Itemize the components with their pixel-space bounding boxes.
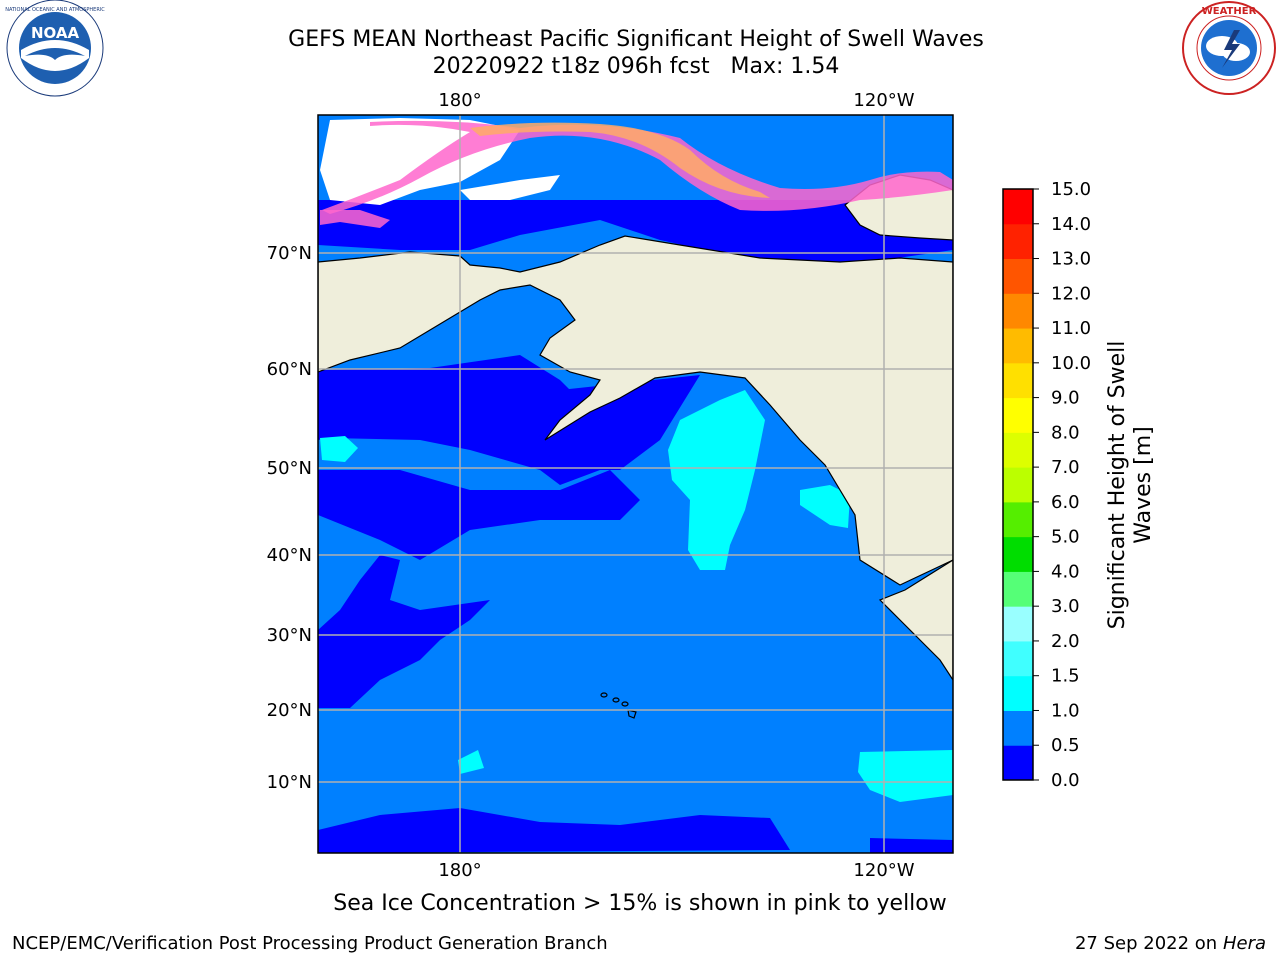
sea-ice-edge-pink-2 <box>320 210 390 228</box>
land-baja <box>878 559 953 682</box>
lon-label-bottom-120w: 120°W <box>853 860 914 881</box>
chart-subtitle: 20220922 t18z 096h fcst Max: 1.54 <box>432 54 840 79</box>
sea-ice-edge-orange <box>470 122 770 198</box>
colorbar-segment <box>1003 467 1033 503</box>
colorbar-segment <box>1003 571 1033 607</box>
lon-label-top-120w: 120°W <box>853 90 914 111</box>
colorbar <box>1003 189 1033 781</box>
chart-title: GEFS MEAN Northeast Pacific Significant … <box>288 27 984 52</box>
colorbar-tick-label: 0.5 <box>1051 735 1080 756</box>
colorbar-segment <box>1003 640 1033 677</box>
colorbar-segment <box>1003 606 1033 642</box>
machine-name: Hera <box>1222 933 1266 954</box>
colorbar-segment <box>1003 189 1033 225</box>
ocean-high-tropics <box>858 750 953 802</box>
lat-label-30n: 30°N <box>267 625 312 646</box>
ocean-low-bering <box>318 355 600 485</box>
colorbar-tick-label: 14.0 <box>1051 214 1091 235</box>
ocean-low-se <box>870 838 953 853</box>
colorbar-segment <box>1003 745 1033 781</box>
colorbar-title-line1: Significant Height of Swell <box>1105 341 1130 630</box>
svg-text:NOAA: NOAA <box>31 24 80 42</box>
lon-label-bottom-180: 180° <box>438 860 481 881</box>
colorbar-tick-label: 9.0 <box>1051 388 1080 409</box>
colorbar-segment <box>1003 675 1033 711</box>
ocean-low-mid-basin <box>318 470 640 560</box>
map-frame <box>317 114 954 854</box>
colorbar-segment <box>1003 328 1033 364</box>
colorbar-tick-label: 8.0 <box>1051 422 1080 443</box>
colorbar-tick-label: 6.0 <box>1051 492 1080 513</box>
lon-label-top-180: 180° <box>438 90 481 111</box>
credit-line: NCEP/EMC/Verification Post Processing Pr… <box>12 933 608 954</box>
ocean-high-gulf-alaska <box>668 390 765 570</box>
colorbar-segment <box>1003 501 1033 538</box>
colorbar-segment <box>1003 397 1033 433</box>
ocean-high-small <box>458 750 484 774</box>
colorbar-tick-label: 11.0 <box>1051 318 1091 339</box>
svg-text:WEATHER: WEATHER <box>1202 6 1257 17</box>
colorbar-tick-label: 12.0 <box>1051 283 1091 304</box>
colorbar-tick-label: 3.0 <box>1051 596 1080 617</box>
colorbar-ticks: 0.0 0.5 1.0 1.5 2.0 3.0 4.0 5.0 6.0 7.0 8.0 9.0 10.0… <box>1033 179 1091 791</box>
ocean-high-nw-coast <box>800 485 850 528</box>
colorbar-segment <box>1003 258 1033 294</box>
national-weather-service-logo: WEATHER <box>1182 1 1276 95</box>
colorbar-segment <box>1003 710 1033 746</box>
colorbar-tick-label: 4.0 <box>1051 561 1080 582</box>
colorbar-segment <box>1003 432 1033 468</box>
colorbar-tick-label: 15.0 <box>1051 179 1091 200</box>
ocean-low-south <box>318 808 790 853</box>
colorbar-title-line2: Waves [m] <box>1131 426 1156 543</box>
sea-ice-edge-pink <box>322 120 953 214</box>
lat-label-70n: 70°N <box>267 243 312 264</box>
colorbar-tick-label: 2.0 <box>1051 631 1080 652</box>
land-alaska-siberia <box>318 235 953 586</box>
colorbar-tick-label: 5.0 <box>1051 527 1080 548</box>
svg-text:NATIONAL OCEANIC AND ATMOSPHER: NATIONAL OCEANIC AND ATMOSPHERIC <box>5 7 105 13</box>
colorbar-tick-label: 13.0 <box>1051 249 1091 270</box>
noaa-logo: NOAA NATIONAL OCEANIC AND ATMOSPHERIC <box>5 0 105 97</box>
ocean-low-north <box>318 200 953 262</box>
lat-label-60n: 60°N <box>267 359 312 380</box>
date-stamp: 27 Sep 2022 on Hera <box>1075 933 1266 954</box>
colorbar-tick-label: 1.5 <box>1051 666 1080 687</box>
map-gridlines <box>318 115 953 853</box>
sea-ice-note: Sea Ice Concentration > 15% is shown in … <box>333 891 947 916</box>
colorbar-tick-label: 0.0 <box>1051 770 1080 791</box>
ocean-low-west-subtropic <box>318 555 490 708</box>
colorbar-segment <box>1003 293 1033 329</box>
date-text: 27 Sep 2022 on <box>1074 933 1218 954</box>
ocean-high-west <box>320 436 358 462</box>
colorbar-frame <box>1002 188 1034 781</box>
lat-label-50n: 50°N <box>267 458 312 479</box>
colorbar-segment <box>1003 362 1033 399</box>
sea-ice-white-2 <box>460 175 560 200</box>
colorbar-tick-label: 10.0 <box>1051 353 1091 374</box>
colorbar-tick-label: 7.0 <box>1051 457 1080 478</box>
colorbar-segment <box>1003 223 1033 260</box>
lat-label-40n: 40°N <box>267 545 312 566</box>
colorbar-segment <box>1003 536 1033 572</box>
hawaiian-islands <box>600 692 637 719</box>
colorbar-tick-label: 1.0 <box>1051 700 1080 721</box>
lat-label-10n: 10°N <box>267 772 312 793</box>
lat-label-20n: 20°N <box>267 700 312 721</box>
